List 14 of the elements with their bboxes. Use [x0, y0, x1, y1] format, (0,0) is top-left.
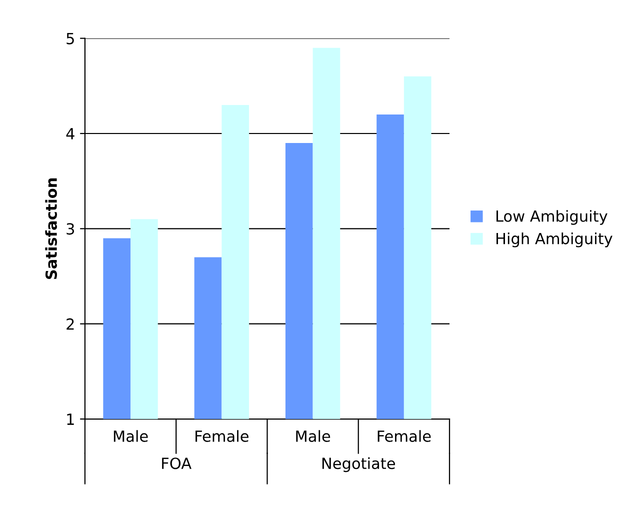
y-tick-label: 3: [66, 223, 74, 235]
legend-label: High Ambiguity: [496, 232, 612, 248]
text: FOA: [162, 458, 192, 470]
x-tick-label: Male: [296, 430, 330, 442]
y-axis-title: Satisfaction: [45, 178, 57, 280]
x-tick-label: Female: [196, 430, 248, 442]
text: Negotiate: [322, 457, 395, 472]
x-tick-label: Male: [114, 430, 148, 442]
x-tick-label: Female: [378, 430, 431, 442]
legend-label: Low Ambiguity: [496, 210, 608, 225]
y-tick-label: 4: [66, 128, 74, 140]
y-tick-label: 5: [66, 32, 74, 44]
y-tick-label: 2: [66, 318, 74, 330]
y-tick-label: 1: [67, 414, 74, 425]
